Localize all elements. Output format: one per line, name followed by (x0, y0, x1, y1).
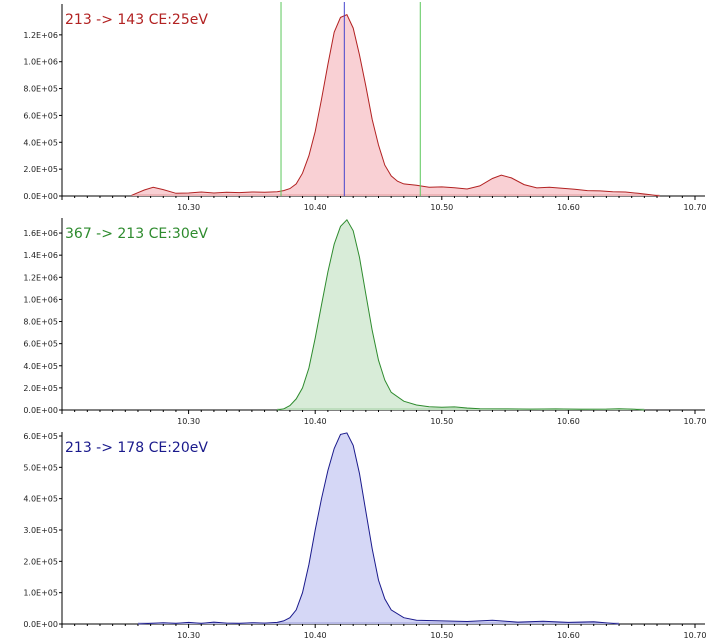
x-tick-label: 10.50 (430, 631, 453, 640)
x-tick-label: 10.40 (304, 631, 327, 640)
x-tick-label: 10.70 (684, 203, 707, 212)
peak-area-fill (277, 219, 645, 410)
y-tick-label: 5.0E+05 (23, 463, 58, 472)
trace-line (131, 14, 660, 197)
y-tick-label: 1.0E+06 (23, 295, 58, 304)
x-tick-label: 10.70 (684, 417, 707, 426)
x-tick-label: 10.30 (177, 203, 200, 212)
y-tick-label: 0.0E+00 (23, 406, 58, 415)
y-tick-label: 4.0E+05 (23, 362, 58, 371)
y-tick-label: 1.6E+06 (23, 229, 58, 238)
x-tick-label: 10.50 (430, 203, 453, 212)
x-tick-label: 10.60 (557, 631, 580, 640)
y-tick-label: 1.0E+05 (23, 589, 58, 598)
y-tick-label: 1.0E+06 (23, 58, 58, 67)
y-tick-label: 1.2E+06 (23, 31, 58, 40)
y-tick-label: 2.0E+05 (23, 165, 58, 174)
y-tick-label: 6.0E+05 (23, 340, 58, 349)
y-tick-label: 4.0E+05 (23, 495, 58, 504)
y-tick-label: 6.0E+05 (23, 111, 58, 120)
y-tick-label: 0.0E+00 (23, 620, 58, 629)
x-tick-label: 10.30 (177, 417, 200, 426)
x-tick-label: 10.40 (304, 203, 327, 212)
x-tick-label: 10.30 (177, 631, 200, 640)
y-tick-label: 0.0E+00 (23, 192, 58, 201)
peak-area-fill (138, 432, 619, 624)
y-tick-label: 4.0E+05 (23, 138, 58, 147)
panel-title: 367 -> 213 CE:30eV (65, 226, 208, 242)
y-tick-label: 6.0E+05 (23, 432, 58, 441)
y-tick-label: 2.0E+05 (23, 384, 58, 393)
y-tick-label: 8.0E+05 (23, 318, 58, 327)
y-tick-label: 1.2E+06 (23, 273, 58, 282)
y-tick-label: 1.4E+06 (23, 251, 58, 260)
y-tick-label: 3.0E+05 (23, 526, 58, 535)
y-tick-label: 2.0E+05 (23, 557, 58, 566)
peak-area-fill (131, 14, 660, 197)
panel-title: 213 -> 178 CE:20eV (65, 440, 208, 456)
x-tick-label: 10.70 (684, 631, 707, 640)
panel-2: 0.0E+00 2.0E+05 4.0E+05 6.0E+05 8.0E+05 1.0E+… (23, 218, 706, 426)
panel-title: 213 -> 143 CE:25eV (65, 12, 208, 28)
x-tick-label: 10.40 (304, 417, 327, 426)
y-tick-label: 8.0E+05 (23, 85, 58, 94)
panel-3: 0.0E+00 1.0E+05 2.0E+05 3.0E+05 4.0E+05 5.0E+… (23, 432, 706, 640)
panel-1: 0.0E+00 2.0E+05 4.0E+05 6.0E+05 8.0E+05 1.0E+… (23, 2, 706, 212)
x-tick-label: 10.50 (430, 417, 453, 426)
x-tick-label: 10.60 (557, 203, 580, 212)
x-tick-label: 10.60 (557, 417, 580, 426)
